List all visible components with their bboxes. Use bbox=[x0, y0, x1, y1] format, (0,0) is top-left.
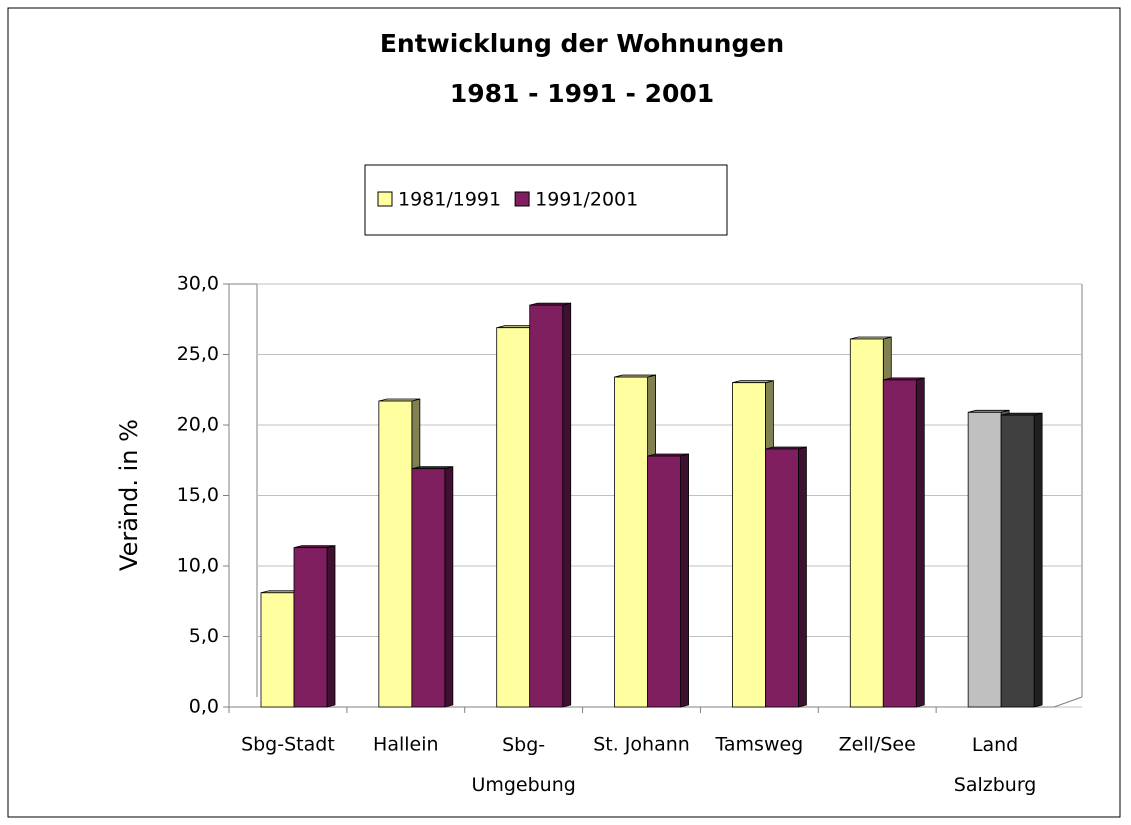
bar bbox=[882, 379, 917, 708]
bar-side bbox=[562, 302, 572, 708]
bar-side bbox=[1033, 412, 1043, 708]
bar-side bbox=[680, 453, 689, 708]
legend-box bbox=[364, 164, 728, 236]
bar-side bbox=[326, 545, 336, 708]
y-tick-label: 5,0 bbox=[189, 625, 219, 647]
legend-swatch bbox=[377, 191, 393, 207]
y-tick-label: 0,0 bbox=[189, 696, 219, 718]
bar bbox=[765, 448, 799, 708]
x-tick-label: Sbg-Umgebung bbox=[471, 734, 575, 796]
bar bbox=[260, 592, 295, 708]
bar bbox=[496, 327, 531, 708]
y-tick-label: 10,0 bbox=[177, 555, 219, 577]
x-tick-label: St. Johann bbox=[593, 734, 690, 756]
floor-edge bbox=[1053, 696, 1083, 708]
y-tick-label: 15,0 bbox=[177, 484, 219, 506]
y-axis-label: Veränd. in % bbox=[115, 419, 143, 571]
x-tick-label: Sbg-Stadt bbox=[241, 734, 335, 756]
y-tick-label: 25,0 bbox=[177, 343, 219, 365]
bar bbox=[1000, 414, 1035, 708]
x-tick-label: Zell/See bbox=[839, 734, 916, 756]
y-tick-label: 20,0 bbox=[177, 414, 219, 436]
legend-label: 1991/2001 bbox=[535, 189, 638, 211]
bar bbox=[293, 547, 328, 708]
bar bbox=[529, 304, 564, 708]
y-tick-label: 30,0 bbox=[177, 273, 219, 295]
bar-side bbox=[915, 377, 925, 708]
x-tick-label: Hallein bbox=[373, 734, 439, 756]
bar-side bbox=[444, 466, 454, 708]
legend-swatch bbox=[514, 191, 530, 207]
chart-subtitle: 1981 - 1991 - 2001 bbox=[450, 79, 714, 108]
bar bbox=[967, 411, 1002, 708]
bar bbox=[849, 338, 884, 708]
bar bbox=[411, 468, 446, 708]
bar bbox=[378, 400, 413, 708]
bar-side bbox=[798, 446, 807, 708]
bar bbox=[614, 376, 648, 708]
bar bbox=[647, 455, 681, 708]
x-tick-label: Land Salzburg bbox=[954, 734, 1037, 796]
chart-title: Entwicklung der Wohnungen bbox=[380, 29, 784, 58]
x-tick-label: Tamsweg bbox=[714, 734, 803, 756]
bar bbox=[732, 382, 766, 708]
legend-label: 1981/1991 bbox=[398, 189, 501, 211]
